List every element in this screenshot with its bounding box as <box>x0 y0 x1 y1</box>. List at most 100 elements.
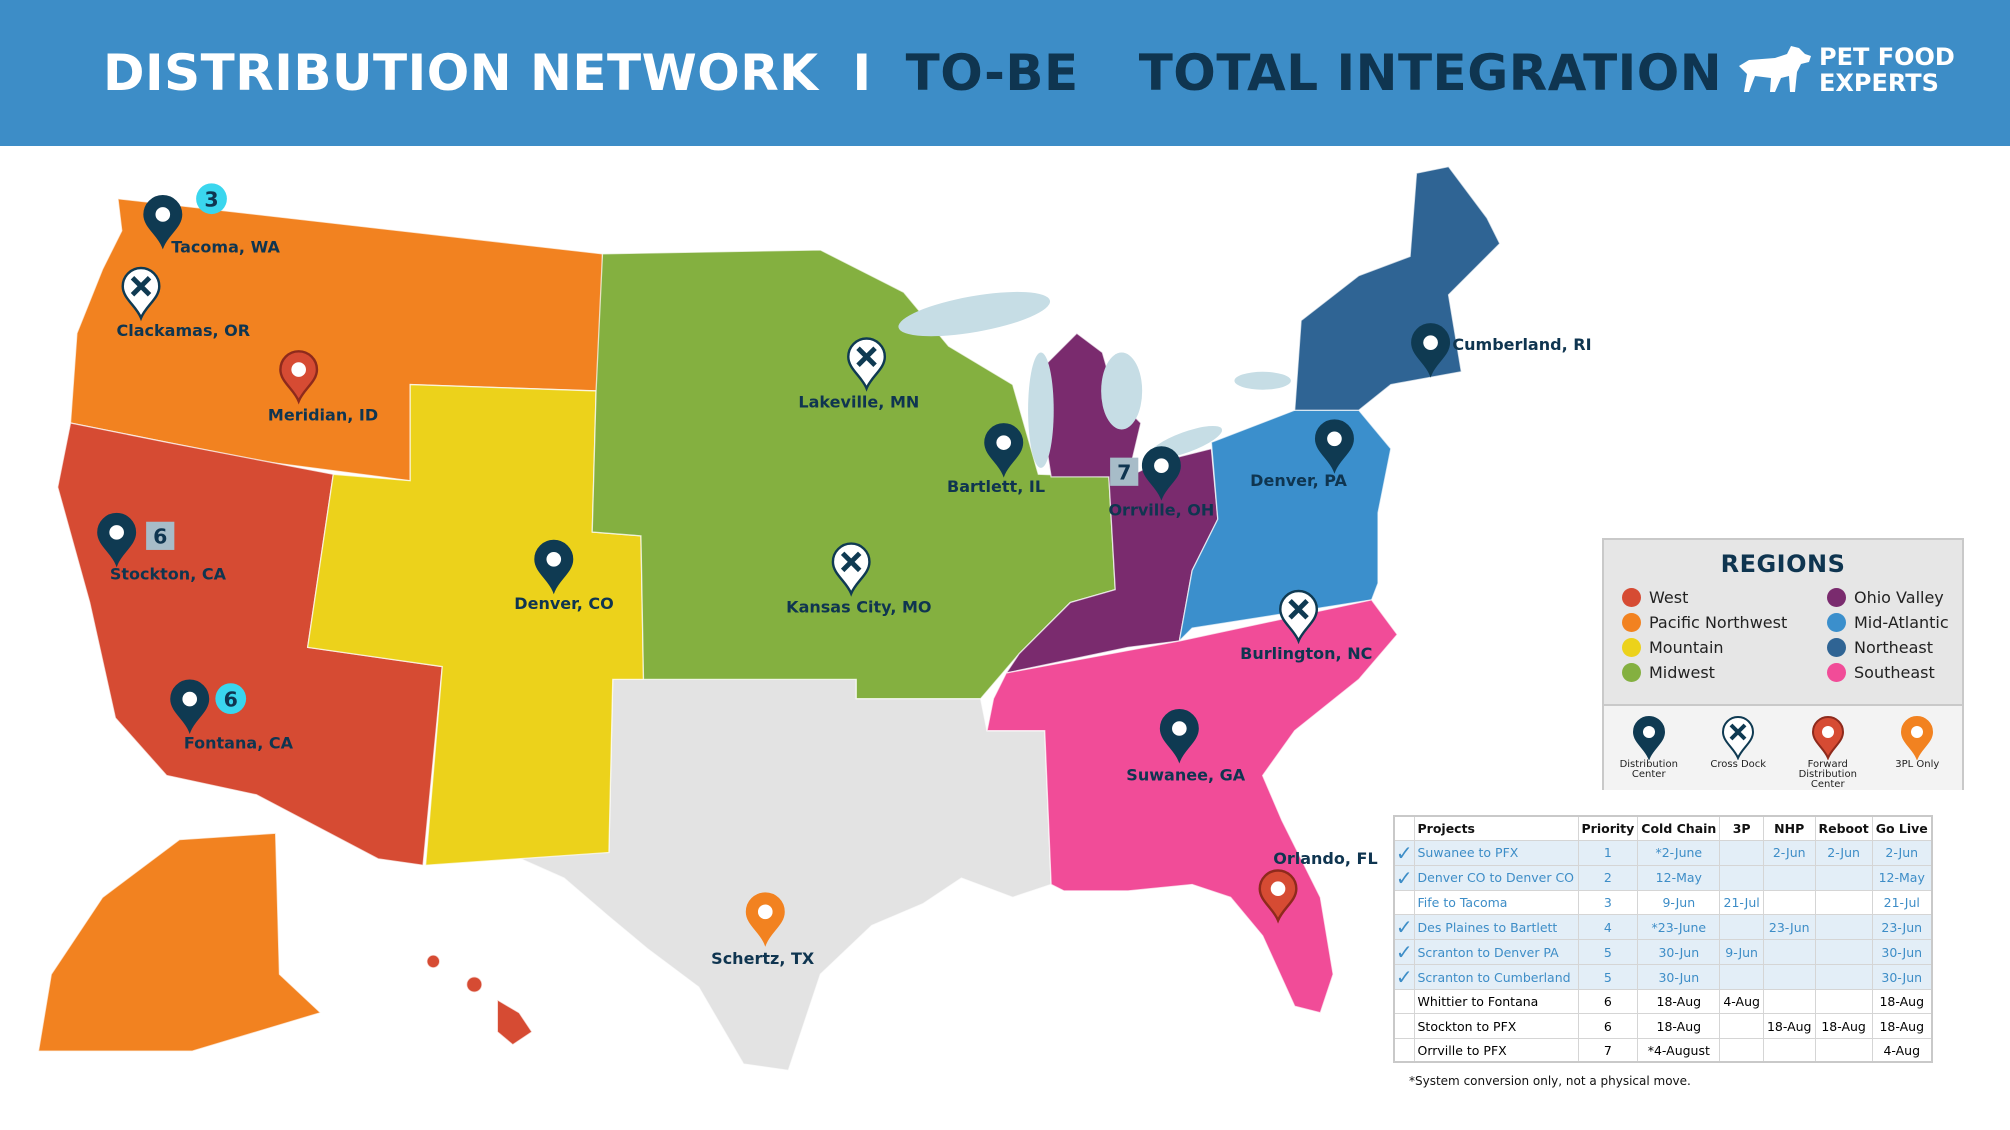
table-row: ✓ Denver CO to Denver CO 2 12-May 12-May <box>1393 864 1933 891</box>
location-marker[interactable]: Orrville, OH 7 <box>1108 446 1214 519</box>
distribution-center-pin-icon <box>143 195 183 250</box>
table-cell: Orrville to PFX <box>1413 1037 1579 1063</box>
location-count-badge: 3 <box>196 183 227 215</box>
location-marker[interactable]: Clackamas, OR <box>116 266 251 340</box>
cross-dock-pin-icon <box>847 337 887 392</box>
table-cell <box>1762 864 1816 891</box>
table-cell <box>1762 1037 1816 1063</box>
legend-label: Southeast <box>1854 663 1935 682</box>
location-marker[interactable]: Lakeville, MN <box>798 337 919 412</box>
table-cell: Des Plaines to Bartlett <box>1413 914 1579 941</box>
distribution-center-pin-icon <box>1411 323 1451 378</box>
location-label: Stockton, CA <box>110 564 227 583</box>
table-cell <box>1762 989 1816 1015</box>
table-cell: Scranton to Cumberland <box>1413 964 1579 991</box>
column-header: Cold Chain <box>1637 815 1721 841</box>
location-marker[interactable]: Suwanee, GA <box>1126 709 1246 785</box>
region-southeast <box>986 599 1399 1014</box>
location-marker[interactable]: Fontana, CA 6 <box>170 679 294 753</box>
badge-count: 7 <box>1117 460 1131 484</box>
table-cell: 9-Jun <box>1719 939 1764 966</box>
forward-distribution-center-pin-icon <box>1811 716 1844 760</box>
location-label: Meridian, ID <box>268 405 378 424</box>
location-marker[interactable]: Tacoma, WA 3 <box>143 183 281 257</box>
checkmark-icon: ✓ <box>1393 864 1414 891</box>
table-cell <box>1719 914 1764 941</box>
table-cell <box>1719 1037 1764 1063</box>
checkmark-icon <box>1393 1013 1414 1039</box>
table-cell: 21-Jul <box>1871 889 1933 916</box>
table-cell: 1 <box>1577 839 1639 866</box>
location-marker[interactable]: Denver, PA <box>1250 419 1354 490</box>
table-cell: *2-June <box>1637 839 1721 866</box>
pet-food-experts-logo: PET FOOD EXPERTS <box>1735 44 1955 96</box>
color-swatch-icon <box>1622 663 1641 682</box>
location-marker[interactable]: Burlington, NC <box>1240 589 1372 663</box>
table-cell: 12-May <box>1637 864 1721 891</box>
location-count-badge: 6 <box>215 683 247 715</box>
table-row: ✓ Scranton to Cumberland 5 30-Jun 30-Jun <box>1393 964 1933 991</box>
checkmark-icon <box>1393 889 1414 916</box>
table-cell: Suwanee to PFX <box>1413 839 1579 866</box>
table-cell: 4 <box>1577 914 1639 941</box>
table-cell: 7 <box>1577 1037 1639 1063</box>
pin-type-legend-item: Forward Distribution Center <box>1784 714 1872 790</box>
location-count-badge: 7 <box>1110 457 1139 486</box>
table-cell: 18-Aug <box>1637 1013 1721 1039</box>
table-cell: Whittier to Fontana <box>1413 989 1579 1015</box>
3pl-only-pin-icon <box>745 892 785 947</box>
location-label: Lakeville, MN <box>798 393 919 412</box>
location-label: Tacoma, WA <box>171 238 280 257</box>
table-cell <box>1719 839 1764 866</box>
location-label: Bartlett, IL <box>947 477 1045 496</box>
location-marker[interactable]: Denver, CO <box>514 539 614 613</box>
legend-label: Midwest <box>1649 663 1715 682</box>
color-swatch-icon <box>1827 663 1846 682</box>
location-label: Schertz, TX <box>711 949 815 968</box>
location-marker[interactable]: Meridian, ID <box>268 350 378 424</box>
checkmark-icon <box>1393 1037 1414 1063</box>
location-marker[interactable]: Kansas City, MO <box>786 542 932 617</box>
legend-label: Mountain <box>1649 638 1724 657</box>
location-label: Cumberland, RI <box>1452 335 1591 354</box>
3pl-only-pin-icon <box>1901 716 1934 760</box>
location-marker[interactable]: Bartlett, IL <box>947 423 1045 496</box>
location-label: Kansas City, MO <box>786 598 931 617</box>
legend-label: Northeast <box>1854 638 1934 657</box>
legend-item: Ohio Valley <box>1827 588 1977 607</box>
cross-dock-pin-icon <box>121 266 161 322</box>
table-row: Fife to Tacoma 3 9-Jun 21-Jul 21-Jul <box>1393 889 1933 916</box>
cross-dock-pin-icon <box>1722 716 1755 760</box>
column-header: Priority <box>1577 815 1639 841</box>
table-cell <box>1762 964 1816 991</box>
projects-table: Projects Priority Cold Chain 3P NHP Reboot Go … <box>1393 815 1933 1064</box>
legend-item: West <box>1622 588 1827 607</box>
table-cell: 2-Jun <box>1871 839 1933 866</box>
badge-count: 6 <box>224 687 238 711</box>
table-cell: 30-Jun <box>1871 939 1933 966</box>
location-label: Clackamas, OR <box>116 321 250 340</box>
table-cell: Denver CO to Denver CO <box>1413 864 1579 891</box>
location-marker[interactable]: Schertz, TX <box>711 892 815 968</box>
legend-item: Northeast <box>1827 638 1977 657</box>
title-distribution-network: DISTRIBUTION NETWORK <box>103 44 819 102</box>
table-cell: 5 <box>1577 964 1639 991</box>
table-cell: 30-Jun <box>1637 939 1721 966</box>
table-cell: *4-August <box>1637 1037 1721 1063</box>
column-header: Go Live <box>1871 815 1933 841</box>
table-cell: 2-Jun <box>1814 839 1873 866</box>
legend-item: Mountain <box>1622 638 1827 657</box>
location-marker[interactable]: Orlando, FL <box>1258 849 1378 924</box>
location-label: Orlando, FL <box>1273 849 1378 868</box>
location-marker[interactable]: Cumberland, RI <box>1411 323 1592 378</box>
pin-type-label: Distribution Center <box>1619 759 1678 780</box>
table-cell <box>1762 889 1816 916</box>
badge-count: 3 <box>204 187 218 211</box>
regions-legend: REGIONS West Ohio Valley Pacific Northwest… <box>1602 538 1964 790</box>
table-cell: 21-Jul <box>1719 889 1764 916</box>
checkmark-icon: ✓ <box>1393 914 1414 941</box>
location-marker[interactable]: Stockton, CA 6 <box>97 512 227 583</box>
checkmark-icon: ✓ <box>1393 939 1414 966</box>
distribution-center-pin-icon <box>1159 709 1199 764</box>
